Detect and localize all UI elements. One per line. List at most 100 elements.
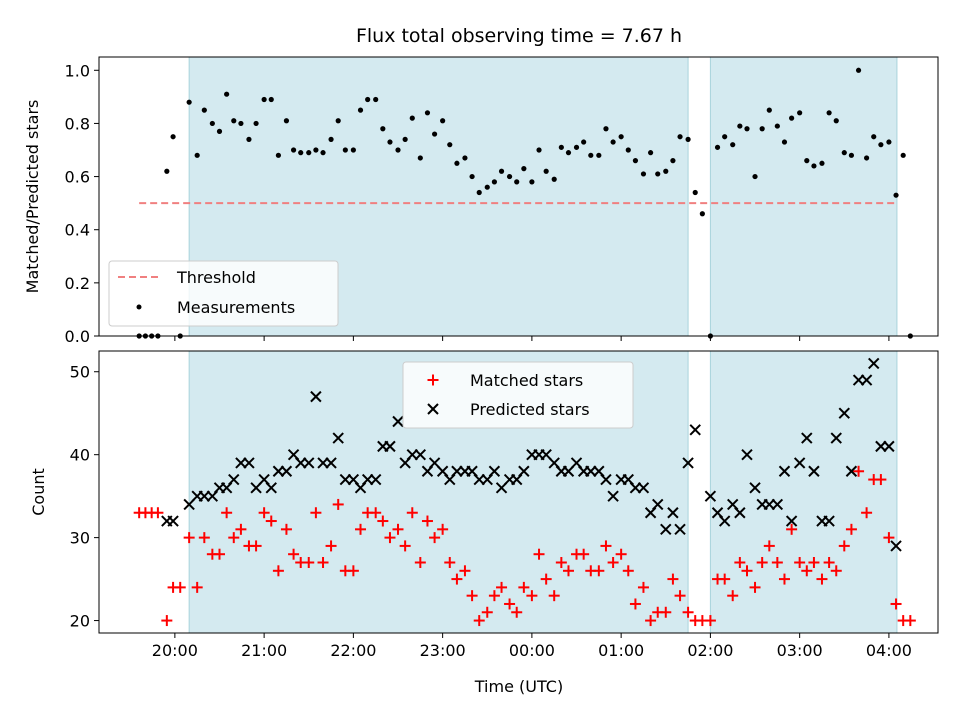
x-stroke: [369, 473, 382, 486]
matched-star-point: [466, 590, 478, 602]
measurement-point: [402, 136, 408, 142]
predicted-star-point: [392, 415, 404, 428]
legend-x-marker: [427, 403, 439, 415]
measurement-point: [462, 155, 468, 161]
x-stroke: [622, 473, 634, 486]
top-legend-box: [108, 260, 339, 327]
measurement-point: [878, 142, 884, 148]
matched-star-point: [317, 557, 329, 568]
x-stroke: [808, 465, 820, 477]
predicted-star-point: [488, 465, 501, 477]
bottom-axes-frame: [98, 350, 939, 634]
matched-star-point: [838, 540, 850, 552]
measurement-point: [186, 99, 192, 105]
predicted-star-point: [845, 465, 858, 477]
x-stroke: [258, 473, 270, 486]
x-tick-label: 02:00: [687, 641, 733, 660]
x-stroke: [488, 465, 501, 477]
measurement-point: [848, 152, 855, 158]
predicted-star-point: [369, 473, 382, 486]
measurement-point: [432, 131, 438, 137]
predicted-star-point: [890, 540, 902, 552]
x-stroke: [303, 457, 315, 469]
predicted-star-point: [637, 482, 650, 494]
matched-star-point: [883, 532, 895, 544]
top-legend: Threshold Measurements: [108, 260, 339, 327]
predicted-star-point: [667, 507, 679, 519]
matched-star-point: [861, 507, 873, 519]
matched-star-point: [622, 565, 634, 577]
measurement-point: [774, 123, 780, 129]
x-stroke: [548, 457, 560, 469]
bottom-x-axis: 20:00 21:00 22:00 23:00 00:00 01:00 02:00 03:00…: [152, 633, 912, 660]
matched-star-point: [399, 540, 411, 552]
measurement-point: [253, 120, 259, 127]
predicted-star-point: [734, 507, 746, 519]
matched-star-point: [198, 532, 210, 544]
y-tick-label: 0.2: [65, 274, 90, 293]
predicted-star-point: [384, 440, 396, 453]
matched-star-point: [421, 515, 433, 527]
matched-star-point: [213, 548, 225, 560]
y-tick-label: 0.4: [65, 221, 90, 240]
x-stroke: [689, 424, 701, 436]
predicted-star-point: [280, 465, 293, 477]
measurement-point: [290, 147, 297, 153]
matched-star-point: [272, 565, 284, 577]
measurement-point: [886, 139, 892, 145]
matched-star-point: [429, 532, 441, 544]
x-stroke: [310, 390, 322, 403]
measurement-point: [268, 96, 274, 103]
matched-star-point: [555, 557, 567, 568]
matched-star-point: [288, 548, 300, 560]
measurement-point: [797, 110, 803, 116]
measurement-point: [752, 173, 758, 180]
x-tick-label: 01:00: [598, 641, 644, 660]
matched-star-point: [444, 557, 456, 568]
matched-star-point: [645, 615, 657, 627]
y-tick-label: 0.6: [65, 168, 90, 187]
matched-star-point: [504, 598, 516, 610]
x-stroke: [392, 415, 404, 428]
measurement-point: [328, 136, 334, 142]
measurement-point: [440, 118, 446, 124]
x-stroke: [570, 457, 583, 469]
measurement-point: [685, 136, 691, 142]
predicted-star-point: [771, 498, 784, 511]
x-tick-label: 04:00: [866, 641, 912, 660]
measurement-point: [447, 142, 453, 148]
measurement-point: [506, 173, 513, 180]
measurement-point: [900, 152, 906, 158]
predicted-star-point: [310, 390, 322, 403]
predicted-star-point: [414, 448, 427, 461]
matched-star-point: [816, 573, 828, 585]
x-stroke: [466, 465, 478, 477]
matched-star-point: [355, 523, 367, 535]
measurement-point: [514, 179, 520, 185]
legend-predicted-swatch: [427, 403, 439, 415]
predicted-star-point: [325, 457, 337, 469]
predicted-star-point: [704, 490, 717, 502]
x-stroke: [436, 465, 449, 477]
x-stroke: [347, 473, 360, 486]
x-stroke: [540, 448, 552, 461]
matched-star-point: [451, 573, 463, 585]
x-stroke: [830, 432, 842, 444]
measurement-point: [275, 152, 282, 158]
predicted-star-point: [243, 457, 255, 469]
matched-star-point: [727, 590, 739, 602]
x-stroke: [890, 540, 902, 552]
matched-star-point: [845, 523, 857, 535]
matched-star-point: [384, 532, 396, 544]
measurement-point: [819, 160, 825, 166]
predicted-star-point: [652, 498, 664, 511]
top-y-axis: 0.0 0.2 0.4 0.6 0.8 1.0: [65, 61, 99, 346]
legend-plus-marker: [427, 374, 439, 386]
matched-star-point: [228, 532, 240, 544]
measurement-point: [194, 152, 200, 158]
measurement-point: [164, 168, 170, 174]
measurement-point: [306, 150, 312, 156]
x-stroke: [734, 507, 746, 519]
y-tick-label: 0.0: [65, 327, 90, 346]
predicted-star-point: [265, 482, 277, 494]
